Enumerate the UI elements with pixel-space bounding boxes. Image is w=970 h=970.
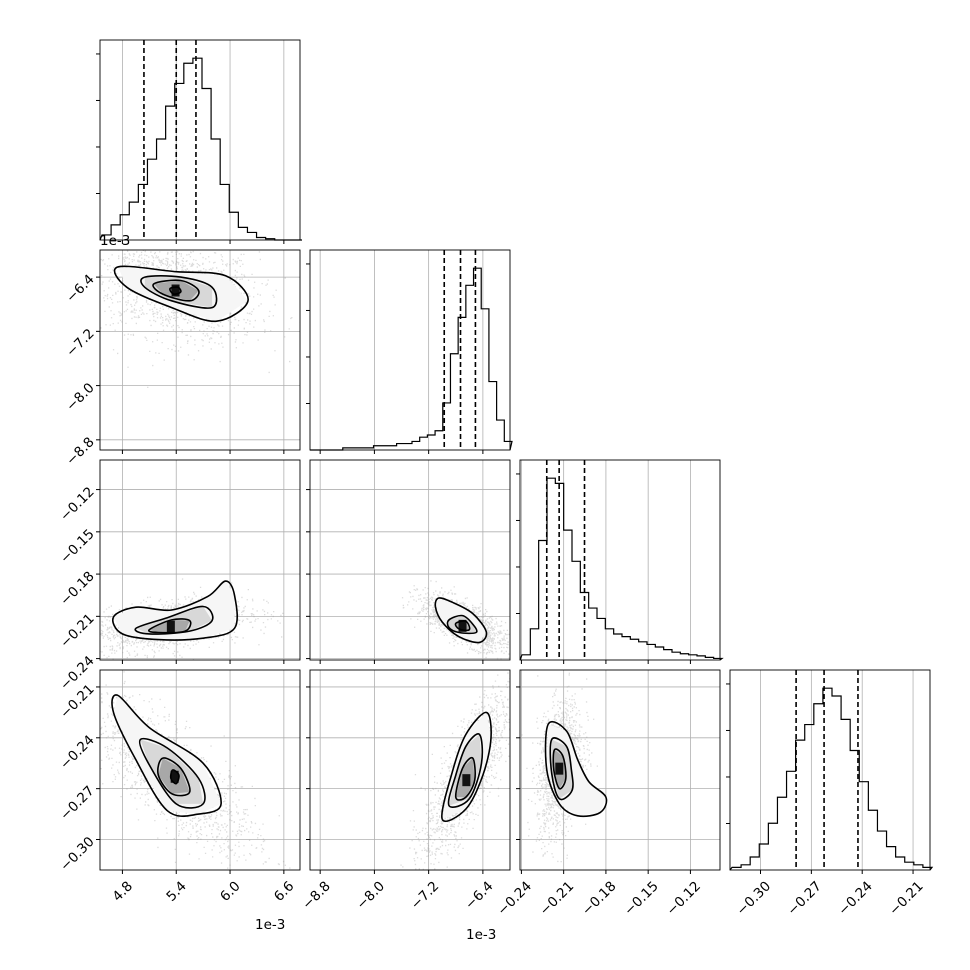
y-tick-label: −0.12 bbox=[57, 484, 98, 525]
y-tick-label: −0.30 bbox=[57, 834, 98, 875]
x-tick-label: 6.6 bbox=[271, 878, 298, 905]
density-peak bbox=[170, 770, 179, 783]
x-tick-label: −0.15 bbox=[621, 878, 662, 919]
x-offset-label: 1e-3 bbox=[466, 927, 496, 943]
panel-border bbox=[99, 39, 301, 241]
y-tick-label: −6.4 bbox=[63, 271, 97, 305]
panel-background bbox=[100, 40, 300, 240]
density-layer bbox=[100, 578, 300, 660]
y-tick-label: −0.27 bbox=[57, 783, 98, 824]
x-tick-label: 6.0 bbox=[217, 878, 244, 905]
x-tick-label: −8.8 bbox=[299, 878, 333, 912]
x-tick-label: −7.2 bbox=[408, 878, 442, 912]
contour-line bbox=[441, 711, 492, 823]
histogram-step bbox=[519, 477, 724, 661]
x-tick-label: −0.30 bbox=[734, 878, 775, 919]
x-tick-label: 5.4 bbox=[163, 878, 190, 905]
histogram-panel bbox=[516, 459, 724, 664]
panel-background bbox=[520, 460, 720, 660]
density-peak bbox=[458, 619, 467, 632]
panel-border bbox=[729, 669, 931, 871]
histogram-step bbox=[99, 57, 302, 241]
contour-line bbox=[552, 748, 567, 790]
scatter-panel bbox=[306, 459, 511, 664]
panel-border bbox=[519, 459, 721, 661]
contour-line bbox=[447, 733, 484, 808]
x-tick-label: −0.12 bbox=[663, 878, 704, 919]
contour-line bbox=[454, 756, 476, 801]
density-layer bbox=[401, 580, 510, 660]
x-tick-label: −0.18 bbox=[579, 878, 620, 919]
x-tick-label: −6.4 bbox=[462, 878, 496, 912]
panel-border bbox=[309, 249, 511, 451]
contour-line bbox=[113, 265, 249, 323]
x-tick-label: −0.21 bbox=[537, 878, 578, 919]
x-offset-label: 1e-3 bbox=[255, 917, 285, 933]
contour-line bbox=[138, 737, 206, 809]
y-tick-label: −8.0 bbox=[63, 380, 97, 414]
y-tick-label: −7.2 bbox=[63, 326, 97, 360]
density-layer bbox=[100, 250, 300, 388]
scatter-panel: 4.8 5.4 6.0 6.6−0.30−0.27−0.24−0.21 bbox=[57, 669, 301, 905]
contour-line bbox=[157, 757, 191, 797]
contour-line bbox=[134, 605, 214, 635]
contour-line bbox=[169, 769, 180, 785]
contour-line bbox=[454, 620, 471, 632]
x-tick-label: −0.24 bbox=[835, 878, 876, 919]
panel-background bbox=[730, 670, 930, 870]
x-tick-label: −0.24 bbox=[494, 878, 535, 919]
contour-line bbox=[169, 286, 182, 296]
x-tick-label: −8.0 bbox=[354, 878, 388, 912]
panel-border bbox=[519, 669, 721, 871]
sample-points bbox=[100, 671, 291, 869]
histogram-panel bbox=[96, 39, 302, 244]
y-tick-label: −0.24 bbox=[57, 732, 98, 773]
density-peak bbox=[171, 284, 180, 297]
contour-line bbox=[549, 737, 574, 801]
histogram-step bbox=[310, 267, 513, 451]
density-layer bbox=[100, 671, 291, 869]
contour-line bbox=[152, 279, 200, 302]
y-tick-label: −0.15 bbox=[57, 526, 98, 567]
y-tick-label: −0.21 bbox=[57, 611, 98, 652]
panel-border bbox=[309, 669, 511, 871]
contour-line bbox=[112, 580, 239, 641]
x-tick-label: −0.27 bbox=[784, 878, 825, 919]
panel-border bbox=[99, 669, 301, 871]
sample-points bbox=[401, 580, 510, 660]
density-layer bbox=[400, 672, 510, 870]
y-offset-label: 1e-3 bbox=[100, 233, 130, 249]
contour-line bbox=[434, 597, 488, 644]
y-tick-label: −8.8 bbox=[63, 434, 97, 468]
panel-border bbox=[99, 459, 301, 661]
x-tick-label: −0.21 bbox=[886, 878, 927, 919]
panel-border bbox=[99, 249, 301, 451]
density-peak bbox=[555, 762, 564, 775]
y-tick-label: −0.18 bbox=[57, 568, 98, 609]
contour-line bbox=[544, 720, 608, 818]
density-peak bbox=[462, 774, 471, 787]
panel-background bbox=[310, 250, 510, 450]
density-layer bbox=[521, 672, 608, 863]
contour-line bbox=[111, 694, 222, 817]
contour-line bbox=[148, 618, 192, 634]
histogram-panel: −0.30 −0.27 −0.24 −0.21 bbox=[726, 669, 934, 919]
panel-border bbox=[309, 459, 511, 661]
scatter-panel: −0.24−0.21−0.18−0.15−0.12 bbox=[57, 459, 301, 694]
histogram-step bbox=[729, 687, 934, 871]
scatter-panel: −0.24−0.21−0.18−0.15−0.12 bbox=[494, 669, 721, 919]
histogram-panel bbox=[306, 249, 513, 454]
x-tick-label: 4.8 bbox=[110, 878, 137, 905]
contour-line bbox=[446, 614, 478, 635]
contour-line bbox=[140, 275, 218, 309]
density-peak bbox=[166, 620, 175, 633]
